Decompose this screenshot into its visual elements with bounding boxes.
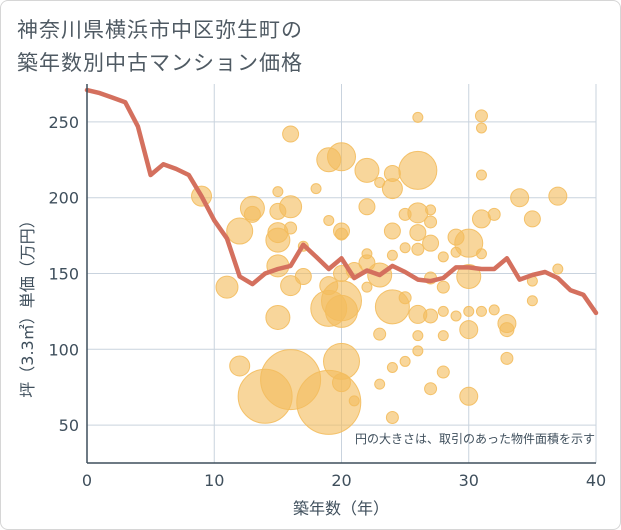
bubble-point <box>383 222 401 240</box>
bubble-point <box>463 305 475 317</box>
bubble-point <box>398 291 412 305</box>
bubble-point <box>310 183 322 195</box>
bubble-point <box>526 295 538 307</box>
bubble-point <box>422 234 440 252</box>
bubble-point <box>386 249 398 261</box>
x-tick-label: 30 <box>459 471 479 490</box>
x-tick-label: 10 <box>204 471 224 490</box>
bubble-point <box>450 310 462 322</box>
bubble-point <box>523 210 541 228</box>
x-tick-label: 40 <box>586 471 606 490</box>
x-tick-label: 20 <box>331 471 351 490</box>
bubble-point <box>411 242 425 256</box>
bubble-point <box>325 294 358 328</box>
bubble-point <box>385 411 399 425</box>
bubble-point <box>399 355 411 367</box>
axes <box>86 84 596 464</box>
y-tick-label: 150 <box>48 265 79 284</box>
bubble-point <box>454 228 484 258</box>
bubble-point <box>409 224 427 242</box>
bubble-point <box>323 214 335 226</box>
bubble-point <box>280 275 302 297</box>
bubble-point <box>327 142 356 172</box>
bubble-point <box>437 330 449 342</box>
bubble-point <box>282 125 300 143</box>
y-tick-label: 100 <box>48 340 79 359</box>
bubble-point <box>381 178 403 200</box>
bubble-point <box>488 304 500 316</box>
bubble-point <box>294 268 312 286</box>
bubble-point <box>358 198 376 216</box>
bubble-series <box>191 109 568 435</box>
bubble-point <box>436 280 450 294</box>
bubble-point <box>475 248 487 260</box>
bubble-point <box>398 150 438 190</box>
bubble-point <box>229 355 251 377</box>
trend-line <box>84 87 599 316</box>
chart-title: 神奈川県横浜市中区弥生町の 築年数別中古マンション価格 <box>17 14 303 80</box>
bubble-point <box>471 209 491 229</box>
bubble-size-note: 円の大きさは、取引のあった物件面積を示す <box>355 431 595 446</box>
bubble-point <box>499 322 515 338</box>
chart-title-line-2: 築年数別中古マンション価格 <box>17 51 303 75</box>
trend-line-series <box>84 87 599 316</box>
bubble-point <box>265 304 291 330</box>
bubble-point <box>374 378 386 390</box>
bubble-point <box>399 242 411 254</box>
bubble-point <box>548 186 568 206</box>
bubble-point <box>475 122 487 134</box>
bubble-point <box>386 361 398 373</box>
bubble-point <box>412 111 424 123</box>
bubble-point <box>412 330 424 342</box>
bubble-point <box>272 186 284 198</box>
bubble-point <box>215 275 239 299</box>
bubble-point <box>459 386 479 406</box>
bubble-point <box>475 169 487 181</box>
bubble-point <box>424 215 438 229</box>
bubble-point <box>459 320 479 340</box>
bubble-point <box>456 264 482 290</box>
bubble-point <box>510 188 530 208</box>
bubble-point <box>423 308 439 324</box>
bubble-point <box>373 327 387 341</box>
bubble-point <box>284 221 298 235</box>
chart-title-line-1: 神奈川県横浜市中区弥生町の <box>17 18 303 42</box>
y-tick-label: 50 <box>59 416 79 435</box>
bubble-point <box>474 109 488 123</box>
bubble-point <box>279 195 303 219</box>
bubble-point <box>226 217 254 245</box>
bubble-point <box>436 365 450 379</box>
bubble-point <box>412 345 424 357</box>
bubble-point <box>361 281 373 293</box>
bubble-point <box>332 373 351 393</box>
y-tick-label: 200 <box>48 189 79 208</box>
bubble-point <box>475 305 487 317</box>
bubble-point <box>487 207 501 221</box>
tick-labels: 0 10 20 30 40 50 100 150 200 250 <box>48 113 606 490</box>
bubble-point <box>437 305 449 317</box>
bubble-point <box>265 227 291 253</box>
bubble-point <box>425 204 437 216</box>
bubble-point <box>424 382 438 396</box>
y-axis-title: 坪（3.3㎡）単価（万円） <box>18 212 37 397</box>
bubble-point <box>335 227 348 241</box>
y-tick-label: 250 <box>48 113 79 132</box>
bubble-point <box>354 157 380 183</box>
bubble-point <box>500 351 514 365</box>
x-tick-label: 0 <box>82 471 92 490</box>
bubble-point <box>437 251 449 263</box>
x-axis-title: 築年数（年） <box>293 499 389 518</box>
bubble-point <box>552 263 564 275</box>
bubble-point <box>348 395 360 407</box>
bubble-point <box>243 205 261 223</box>
